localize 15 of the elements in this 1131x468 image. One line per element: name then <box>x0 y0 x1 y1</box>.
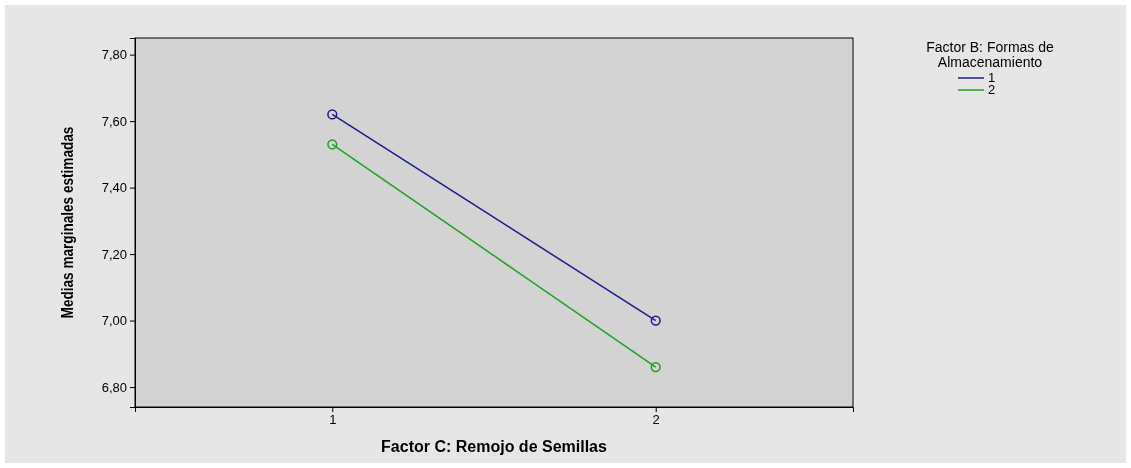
point <box>327 139 338 150</box>
y-tick-label: 7,20 <box>101 246 127 262</box>
y-tick-label: 7,80 <box>101 47 127 63</box>
point <box>650 315 661 326</box>
legend-title: Factor B: Formas de Almacenamiento <box>926 39 1055 70</box>
point <box>327 109 338 120</box>
y-tick-label: 7,00 <box>101 313 127 329</box>
y-tick-label: 7,40 <box>101 180 127 196</box>
point <box>650 362 661 373</box>
legend-label: 1 <box>988 70 996 85</box>
x-axis-title: Factor C: Remojo de Semillas <box>381 438 608 455</box>
legend-label: 2 <box>988 82 996 97</box>
y-tick-label: 6,80 <box>101 379 127 395</box>
y-tick-label: 7,60 <box>101 113 127 129</box>
y-axis-title: Medias marginales estimadas <box>57 126 77 319</box>
